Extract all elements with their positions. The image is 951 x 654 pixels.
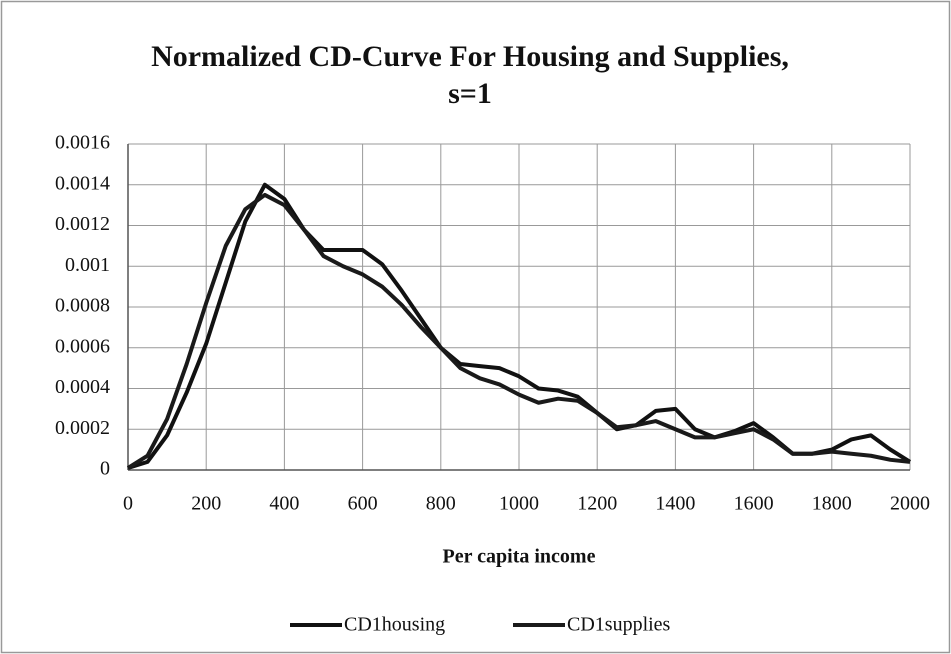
x-tick-label: 1800	[812, 493, 852, 515]
y-tick-label: 0	[100, 458, 110, 480]
y-tick-label: 0.0006	[55, 335, 110, 357]
x-tick-label: 600	[348, 493, 378, 515]
x-tick-label: 400	[269, 493, 299, 515]
y-tick-label: 0.0008	[55, 295, 110, 317]
y-tick-label: 0.0014	[55, 172, 110, 194]
y-tick-label: 0.0004	[55, 376, 110, 398]
legend-label: CD1housing	[344, 614, 445, 636]
x-tick-label: 1200	[577, 493, 617, 515]
x-tick-label: 1600	[734, 493, 774, 515]
x-tick-label: 2000	[890, 493, 930, 515]
x-tick-label: 200	[191, 493, 221, 515]
x-tick-label: 1400	[655, 493, 695, 515]
y-tick-label: 0.001	[65, 254, 110, 276]
x-tick-label: 800	[426, 493, 456, 515]
data-line	[126, 192, 911, 470]
y-tick-label: 0.0012	[55, 213, 110, 235]
y-tick-label: 0.0016	[55, 132, 110, 154]
y-tick-label: 0.0002	[55, 417, 110, 439]
x-tick-label: 0	[123, 493, 133, 515]
x-tick-label: 1000	[499, 493, 539, 515]
x-axis-label: Per capita income	[443, 546, 596, 568]
chart-title: Normalized CD-Curve For Housing and Supp…	[151, 40, 789, 110]
legend-label: CD1supplies	[567, 614, 671, 636]
